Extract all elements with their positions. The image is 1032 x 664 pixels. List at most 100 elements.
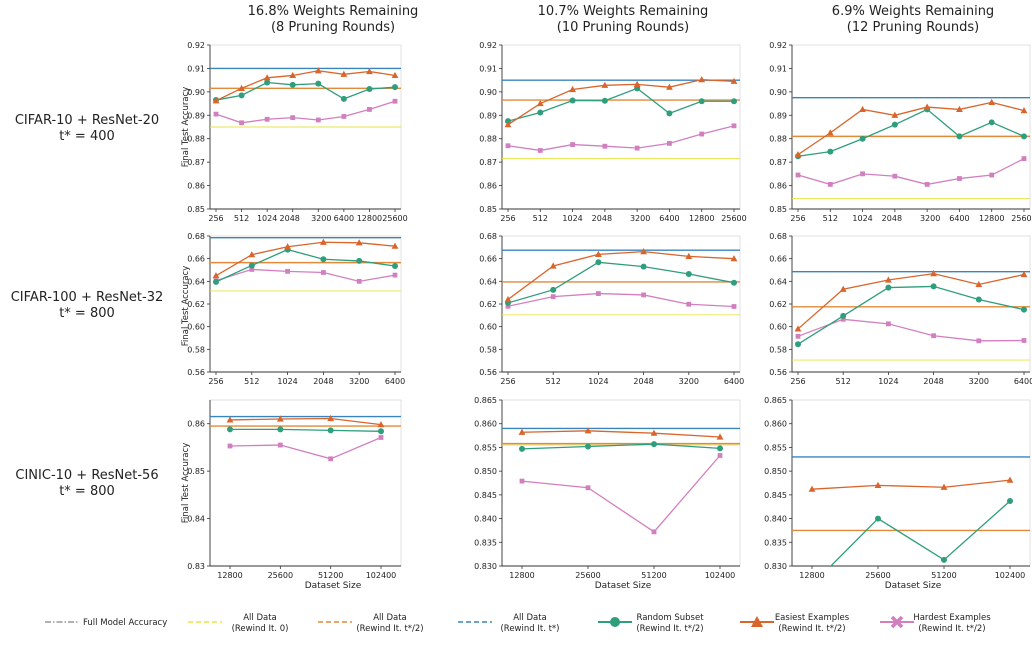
data-point <box>248 251 256 258</box>
series-hardest <box>507 125 735 152</box>
x-tick-label: 102400 <box>366 571 397 580</box>
y-tick-label: 0.83 <box>187 562 205 571</box>
y-axis-label: Final Test Accuracy <box>181 266 191 347</box>
data-point <box>930 270 937 277</box>
data-point <box>730 255 738 262</box>
data-point <box>314 67 322 74</box>
y-tick-label: 0.89 <box>769 111 787 120</box>
data-point <box>795 333 801 339</box>
data-point <box>391 71 399 79</box>
data-point <box>640 248 647 255</box>
x-tick-label: 1024 <box>277 377 297 386</box>
y-tick-label: 0.86 <box>479 182 497 191</box>
data-point <box>519 445 525 452</box>
data-point <box>549 262 557 269</box>
data-point <box>239 120 244 126</box>
y-tick-label: 0.68 <box>769 232 787 241</box>
y-tick-label: 0.830 <box>764 562 787 571</box>
x-tick-label: 6400 <box>659 214 679 223</box>
y-tick-label: 0.68 <box>479 232 497 241</box>
y-tick-label: 0.845 <box>474 491 497 500</box>
y-tick-label: 0.87 <box>187 158 205 167</box>
row-title-line2: t* = 400 <box>59 129 115 144</box>
data-point <box>976 338 982 344</box>
y-tick-label: 0.89 <box>187 111 205 120</box>
data-point <box>716 433 724 440</box>
y-tick-label: 0.60 <box>479 323 497 332</box>
data-point <box>284 243 291 250</box>
data-point <box>585 443 591 450</box>
y-axis-label: Final Test Accuracy <box>181 443 191 524</box>
data-point <box>355 239 363 246</box>
x-tick-label: 256 <box>500 214 515 223</box>
data-point <box>641 292 646 298</box>
x-tick-label: 12800 <box>979 214 1004 223</box>
series-random <box>797 108 1025 157</box>
data-point <box>264 116 270 122</box>
data-point <box>874 481 882 488</box>
data-point <box>570 142 575 147</box>
y-tick-label: 0.845 <box>764 491 787 500</box>
data-point <box>585 485 591 491</box>
y-tick-label: 0.58 <box>479 345 497 354</box>
data-point <box>839 285 847 292</box>
data-point <box>988 98 996 105</box>
x-tick-label: 2048 <box>633 377 653 386</box>
y-tick-label: 0.86 <box>187 420 205 429</box>
data-point <box>536 99 544 107</box>
x-tick-label: 102400 <box>705 571 736 580</box>
y-tick-label: 0.66 <box>479 255 497 264</box>
y-tick-label: 0.91 <box>769 64 787 73</box>
y-tick-label: 0.86 <box>187 182 205 191</box>
data-point <box>391 242 399 249</box>
x-tick-label: 6400 <box>724 377 744 386</box>
row-title-line2: t* = 800 <box>59 484 115 499</box>
y-tick-label: 0.85 <box>187 467 205 476</box>
series-hardest <box>797 158 1025 186</box>
data-point <box>686 301 692 307</box>
data-point <box>930 283 937 290</box>
data-point <box>569 97 576 104</box>
data-point <box>595 259 602 266</box>
data-point <box>367 107 372 112</box>
data-point <box>809 582 815 588</box>
x-tick-label: 2048 <box>313 377 333 386</box>
x-tick-label: 25600 <box>1011 214 1032 223</box>
y-tick-label: 0.850 <box>764 467 787 476</box>
data-point <box>285 268 290 274</box>
data-point <box>596 291 601 296</box>
y-tick-label: 0.62 <box>479 300 497 309</box>
data-point <box>550 294 556 300</box>
data-point <box>505 143 511 149</box>
x-tick-label: 2048 <box>882 214 902 223</box>
x-tick-label: 256 <box>790 214 805 223</box>
series-random <box>521 443 721 450</box>
y-tick-label: 0.64 <box>479 277 497 286</box>
data-point <box>263 74 271 81</box>
x-tick-label: 512 <box>546 377 561 386</box>
data-point <box>327 427 334 434</box>
data-point <box>601 81 609 88</box>
data-point <box>392 272 398 278</box>
chart-r2-c0: 0.83 0.84 0.85 0.86 12800 25600 51200 102400 <box>187 399 402 580</box>
data-point <box>731 123 737 129</box>
x-tick-label: 51200 <box>931 571 956 580</box>
data-point <box>537 148 543 153</box>
data-point <box>640 263 647 270</box>
data-point <box>315 80 322 87</box>
data-point <box>315 117 321 123</box>
data-point <box>1021 156 1027 162</box>
data-point <box>550 286 557 293</box>
row-title-line1: CIFAR-10 + ResNet-20 <box>15 113 159 128</box>
data-point <box>650 429 658 436</box>
chart-r0-c2: 0.85 0.86 0.87 0.88 0.89 0.90 0.91 0.92 256 512 10… <box>769 41 1032 223</box>
x-tick-label: 1024 <box>878 377 898 386</box>
y-tick-label: 0.86 <box>769 182 787 191</box>
series-hardest <box>797 318 1025 342</box>
y-tick-label: 0.56 <box>769 368 787 377</box>
data-point <box>212 97 220 104</box>
y-tick-label: 0.62 <box>769 300 787 309</box>
data-point <box>651 441 657 448</box>
x-tick-label: 3200 <box>349 377 369 386</box>
data-point <box>276 415 284 422</box>
